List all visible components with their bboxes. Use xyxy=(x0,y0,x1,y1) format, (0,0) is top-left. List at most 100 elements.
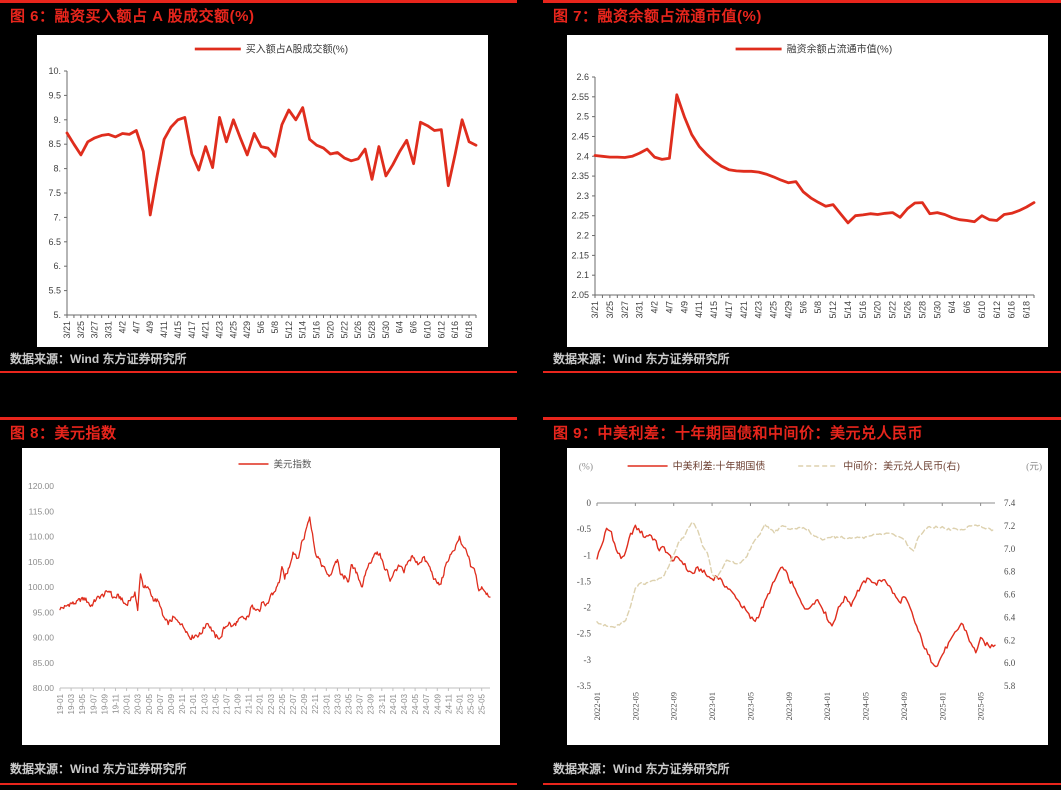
y-right-tick-label: 6.2 xyxy=(1004,635,1015,645)
x-tick-label: 4/2 xyxy=(117,321,127,334)
x-tick-label: 22-01 xyxy=(256,693,265,714)
y-right-tick-label: 6.4 xyxy=(1004,612,1016,622)
y-tick-label: -1 xyxy=(584,550,592,560)
figure-8-title: 图 8：美元指数 xyxy=(10,425,117,442)
figure-8-source-note: 数据来源：Wind 东方证券研究所 xyxy=(10,762,187,776)
figure-9-source-note: 数据来源：Wind 东方证券研究所 xyxy=(553,762,730,776)
panel-top-rule xyxy=(543,417,1061,420)
x-tick-label: 2025-05 xyxy=(976,692,986,720)
y-right-tick-label: 6.6 xyxy=(1004,590,1016,600)
y-tick-label: 7. xyxy=(53,212,61,222)
x-axis: 3/21 3/25 3/27 3/31 4/2 4/7 4/9 4/11 4/15 4/17 4/2… xyxy=(590,294,1035,319)
x-tick-label: 5/26 xyxy=(903,301,913,319)
x-tick-label: 5/20 xyxy=(325,321,335,339)
x-tick-label: 20-01 xyxy=(123,693,132,714)
x-tick-label: 24-05 xyxy=(411,693,420,714)
x-tick-label: 23-09 xyxy=(367,693,376,714)
x-tick-label: 20-05 xyxy=(145,693,154,714)
x-tick-label: 3/21 xyxy=(62,321,72,339)
y-tick-label: 100.00 xyxy=(28,582,54,592)
x-tick-label: 3/21 xyxy=(590,301,600,319)
x-tick-label: 6/16 xyxy=(1007,301,1017,319)
panel-bottom-rule xyxy=(0,783,517,785)
x-tick-label: 2022-01 xyxy=(592,692,602,720)
x-tick-label: 5/16 xyxy=(312,321,322,339)
y-axis: 10. 9.5 9. 8.5 8. 7.5 7. 6.5 6. 5.5 5. xyxy=(48,66,68,320)
y-right-tick-label: 7.2 xyxy=(1004,521,1015,531)
x-tick-label: 20-07 xyxy=(156,693,165,714)
x-tick-label: 4/9 xyxy=(679,301,689,314)
y-tick-label: 5.5 xyxy=(48,286,61,296)
y-axis: 2.6 2.55 2.5 2.45 2.4 2.35 2.3 2.25 2.2 2.15 2.1 2.… xyxy=(571,72,596,300)
x-tick-label: 4/21 xyxy=(201,321,211,339)
figure-8-line-chart: 美元指数 120.00 115.00 110.00 105.00 100.00 95.00 9… xyxy=(28,459,491,714)
figure-7-panel: 图 7：融资余额占流通市值(%) 融资余额占流通市值(%) 2.6 2.55 2.5 2… xyxy=(543,0,1061,373)
x-tick-label: 6/12 xyxy=(992,301,1002,319)
y-tick-label: 7.5 xyxy=(48,188,61,198)
x-tick-label: 5/22 xyxy=(888,301,898,319)
x-tick-label: 6/4 xyxy=(395,321,405,334)
x-tick-label: 5/6 xyxy=(256,321,266,334)
y-tick-label: 95.00 xyxy=(33,607,55,617)
chart-legend: 融资余额占流通市值(%) xyxy=(735,43,893,56)
x-tick-label: 4/7 xyxy=(664,301,674,314)
x-tick-label: 4/23 xyxy=(754,301,764,319)
figure-6-panel: 图 6：融资买入额占 A 股成交额(%) 买入额占A股成交额(%) 10. 9.5 9… xyxy=(0,0,517,373)
x-tick-label: 5/12 xyxy=(284,321,294,339)
x-tick-label: 5/16 xyxy=(858,301,868,319)
figure-6-line-chart: 买入额占A股成交额(%) 10. 9.5 9. 8.5 8. 7.5 7. 6.5 6. 5.5 5.… xyxy=(48,43,478,339)
x-tick-label: 23-11 xyxy=(378,693,387,713)
x-tick-label: 23-05 xyxy=(345,693,354,714)
x-tick-label: 25-03 xyxy=(467,693,476,714)
x-tick-label: 5/30 xyxy=(932,301,942,319)
legend-label-0: 买入额占A股成交额(%) xyxy=(246,43,348,56)
y-tick-label: 2.15 xyxy=(571,250,589,260)
x-tick-label: 22-07 xyxy=(289,693,298,714)
x-tick-label: 4/17 xyxy=(724,301,734,319)
y-tick-label: -2.5 xyxy=(577,629,592,639)
x-tick-label: 2023-01 xyxy=(707,692,717,720)
chart-legend: 美元指数 xyxy=(238,459,312,471)
x-tick-label: 6/10 xyxy=(977,301,987,319)
x-tick-label: 21-01 xyxy=(189,693,198,714)
x-tick-label: 20-09 xyxy=(167,693,176,714)
series-line-0 xyxy=(59,516,491,641)
x-tick-label: 5/6 xyxy=(798,301,808,314)
x-tick-label: 2023-09 xyxy=(784,692,794,720)
x-tick-label: 5/8 xyxy=(270,321,280,334)
y-tick-label: 105.00 xyxy=(28,557,54,567)
right-axis-unit: (元) xyxy=(1026,462,1042,473)
panel-bottom-rule xyxy=(0,371,517,373)
x-tick-label: 23-03 xyxy=(333,693,342,714)
x-tick-label: 2024-01 xyxy=(822,692,832,720)
x-tick-label: 4/2 xyxy=(650,301,660,314)
y-tick-label: 120.00 xyxy=(28,481,54,491)
x-tick-label: 25-01 xyxy=(455,693,464,714)
x-tick-label: 6/6 xyxy=(409,321,419,334)
y-right-tick-label: 5.8 xyxy=(1004,681,1016,691)
x-tick-label: 23-07 xyxy=(356,693,365,714)
legend-label-0: 融资余额占流通市值(%) xyxy=(787,43,893,56)
x-tick-label: 4/25 xyxy=(228,321,238,339)
x-tick-label: 4/17 xyxy=(187,321,197,339)
y-right-tick-label: 6.0 xyxy=(1004,658,1016,668)
panel-top-rule xyxy=(0,417,517,420)
x-axis: 19-01 19-03 19-05 19-07 19-09 19-11 20-01 20-03… xyxy=(56,687,490,714)
y-right-tick-label: 7.4 xyxy=(1004,498,1016,508)
figure-7-chart-area: 融资余额占流通市值(%) 2.6 2.55 2.5 2.45 2.4 2.35 2.3 2.25… xyxy=(567,35,1048,347)
y-tick-label: -1.5 xyxy=(577,576,592,586)
x-tick-label: 3/25 xyxy=(605,301,615,319)
y-axis: 120.00 115.00 110.00 105.00 100.00 95.00 90.00… xyxy=(28,481,54,693)
chart-legend: 中美利差:十年期国债 中间价：美元兑人民币(右) xyxy=(627,460,960,473)
x-tick-label: 25-05 xyxy=(478,693,487,714)
x-tick-label: 5/12 xyxy=(828,301,838,319)
x-tick-label: 5/26 xyxy=(353,321,363,339)
x-tick-label: 19-03 xyxy=(67,693,76,714)
x-tick-label: 22-05 xyxy=(278,693,287,714)
y-tick-label: 110.00 xyxy=(29,532,55,542)
x-axis: 3/21 3/25 3/27 3/31 4/2 4/7 4/9 4/11 4/15 4/17 4/2… xyxy=(62,314,477,339)
y-tick-label: 2.05 xyxy=(571,290,589,300)
x-tick-label: 4/9 xyxy=(145,321,155,334)
y-tick-label: 2.55 xyxy=(571,92,589,102)
x-tick-label: 2024-09 xyxy=(899,692,909,720)
